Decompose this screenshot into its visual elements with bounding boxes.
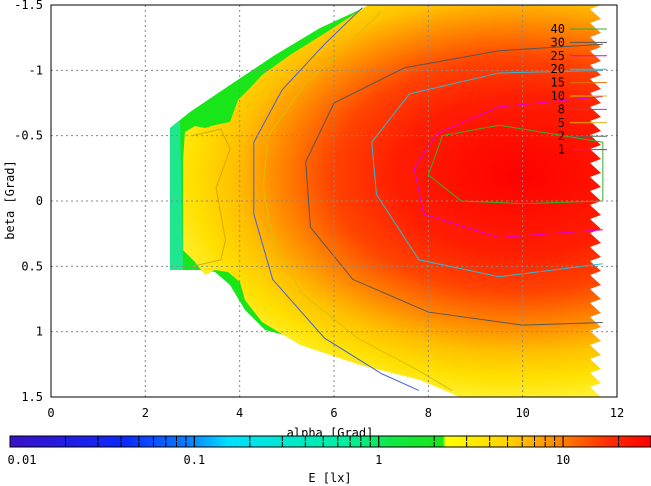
grid [51, 5, 617, 397]
colorbar-label: E [lx] [308, 471, 351, 485]
legend-label: 5 [558, 116, 565, 130]
x-tick-label: 4 [236, 406, 243, 420]
x-tick-label: 12 [610, 406, 624, 420]
x-tick-label: 10 [515, 406, 529, 420]
y-axis-label: beta [Grad] [3, 160, 17, 239]
legend-label: 20 [551, 62, 565, 76]
y-tick-label: 0 [36, 194, 43, 208]
heatmap-teal-edge [170, 120, 183, 270]
colorbar-tick-label: 0.01 [8, 453, 37, 467]
contour-line-8 [253, 7, 420, 391]
legend-label: 30 [551, 35, 565, 49]
x-tick-label: 6 [330, 406, 337, 420]
y-tick-label: 1 [36, 325, 43, 339]
y-tick-label: 1.5 [21, 390, 43, 404]
colorbar-tick-label: 1 [375, 453, 382, 467]
colorbar-tick-label: 10 [556, 453, 570, 467]
x-tick-label: 2 [142, 406, 149, 420]
plot-border [50, 4, 618, 398]
legend-label: 10 [551, 89, 565, 103]
y-tick-label: -1.5 [14, 0, 43, 12]
colorbar-ticks: 0.01 0.1 1 10 [8, 436, 651, 467]
contour-line-5 [192, 128, 231, 267]
y-tick-label: -0.5 [14, 129, 43, 143]
x-tick-label: 0 [47, 406, 54, 420]
legend-label: 1 [558, 143, 565, 157]
contour-line-30 [305, 43, 603, 326]
x-tick-label: 8 [425, 406, 432, 420]
legend-label: 25 [551, 49, 565, 63]
contour-line-20 [371, 69, 603, 278]
colorbar-tick-label: 0.1 [184, 453, 206, 467]
legend-label: 2 [558, 129, 565, 143]
heatmap-right-edge [590, 5, 617, 397]
legend-label: 40 [551, 22, 565, 36]
legend-label: 15 [551, 76, 565, 90]
x-tick-labels: 0 2 4 6 8 10 12 [47, 406, 624, 420]
legend-label: 8 [558, 102, 565, 116]
contour-line-10 [262, 11, 453, 391]
contour-line-25 [413, 95, 603, 239]
y-tick-label: -1 [29, 63, 43, 77]
y-tick-label: 0.5 [21, 259, 43, 273]
y-tick-labels: -1.5 -1 -0.5 0 0.5 1 1.5 [14, 0, 43, 404]
